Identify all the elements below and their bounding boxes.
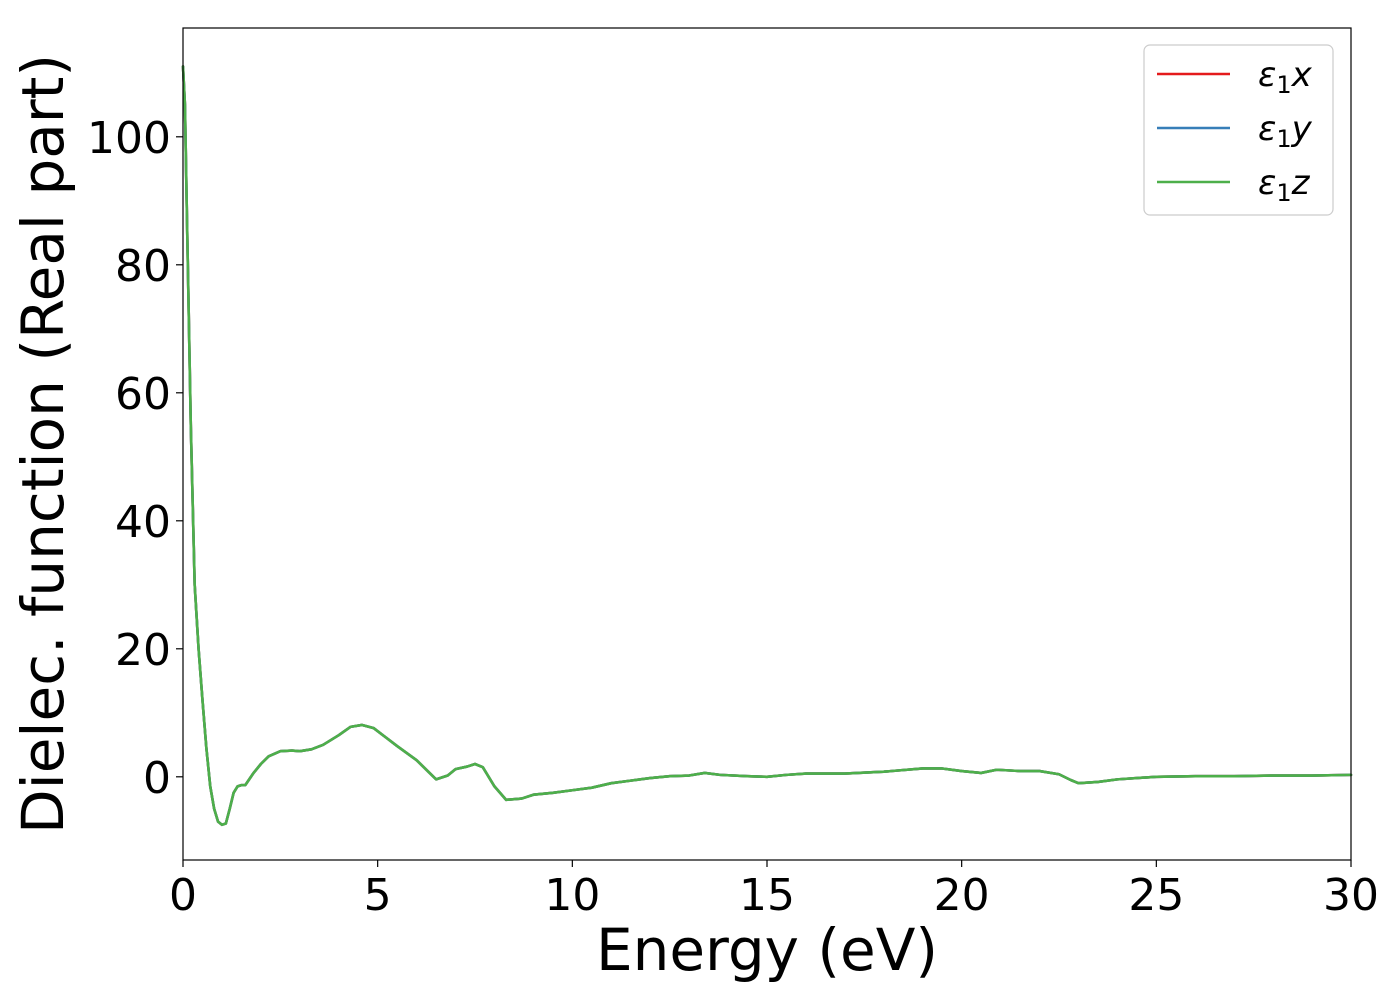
x-tick-label: 30 [1323,870,1379,921]
y-tick-label: 20 [115,625,171,676]
legend-label-y: ε1y [1258,109,1313,153]
legend-label-z: ε1z [1258,163,1311,207]
legend-label-x: ε1x [1258,55,1313,99]
y-tick-label: 80 [115,241,171,292]
x-tick-label: 25 [1128,870,1184,921]
legend: ε1x ε1y ε1z [1143,44,1334,216]
series-line-z [181,65,1353,827]
x-tick-label: 5 [364,870,392,921]
x-tick-label: 10 [544,870,600,921]
series-layer [181,65,1353,827]
x-tick-label: 20 [934,870,990,921]
y-tick-label: 100 [87,113,171,164]
x-tick-label: 0 [169,870,197,921]
x-tick-label: 15 [739,870,795,921]
y-axis-title: Dielec. function (Real part) [9,54,77,834]
y-tick-label: 40 [115,497,171,548]
x-axis-title: Energy (eV) [596,916,938,984]
y-tick-label: 0 [143,753,171,804]
y-tick-label: 60 [115,369,171,420]
legend-box [1143,44,1334,216]
x-axis: 0 5 10 15 20 25 30 [169,860,1379,921]
y-axis: 0 20 40 60 80 100 [87,113,183,804]
